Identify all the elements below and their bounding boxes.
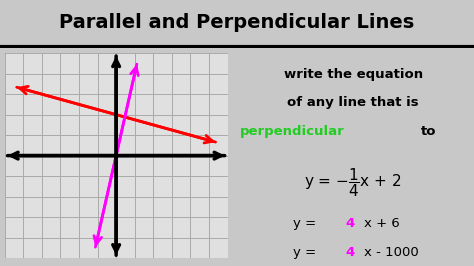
Text: to: to [421, 125, 437, 138]
Text: x - 1000: x - 1000 [364, 246, 419, 259]
Text: 4: 4 [346, 217, 355, 230]
Text: of any line that is: of any line that is [287, 96, 419, 109]
Text: y =: y = [292, 217, 320, 230]
Text: y =: y = [292, 246, 320, 259]
Text: y = $-\dfrac{1}{4}$x + 2: y = $-\dfrac{1}{4}$x + 2 [304, 166, 402, 199]
Text: x + 6: x + 6 [364, 217, 400, 230]
Text: 4: 4 [346, 246, 355, 259]
Text: perpendicular: perpendicular [239, 125, 344, 138]
Text: Parallel and Perpendicular Lines: Parallel and Perpendicular Lines [59, 14, 415, 32]
Text: write the equation: write the equation [283, 68, 423, 81]
